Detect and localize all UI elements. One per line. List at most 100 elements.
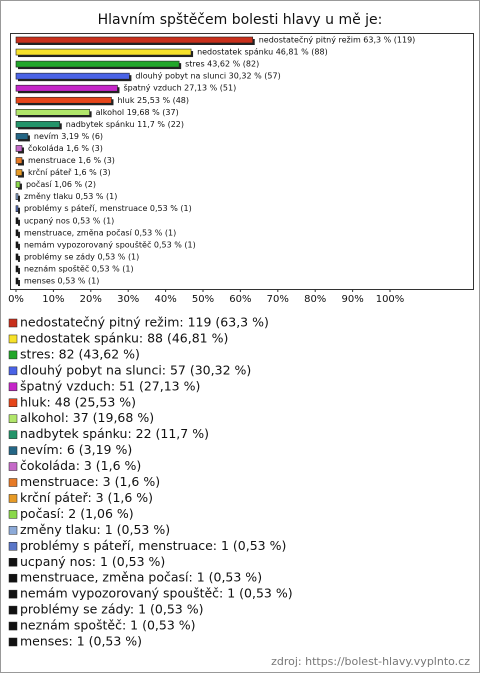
x-tick-label: 70% (267, 294, 289, 305)
bar-label: neznám spoštěč 0,53 % (1) (24, 263, 134, 273)
x-tick-label: 0% (8, 294, 24, 305)
bar-label: problémy se zády 0,53 % (1) (24, 251, 139, 261)
legend-swatch (8, 558, 18, 567)
bar-label: nedostatek spánku 46,81 % (88) (197, 48, 328, 57)
legend-swatch (8, 621, 18, 631)
bar-label: čokoláda 1,6 % (3) (28, 143, 103, 153)
bar-label: nadbytek spánku 11,7 % (22) (66, 120, 184, 129)
bar-label: stres 43,62 % (82) (185, 60, 259, 69)
bar (15, 205, 19, 212)
bar (15, 109, 90, 116)
bar-shadow (18, 267, 20, 274)
bar-shadow (18, 195, 20, 202)
legend-label: nedostatek spánku: 88 (46,81 %) (20, 330, 228, 345)
legend-label: nevím: 6 (3,19 %) (20, 442, 132, 457)
bar-label: nedostatečný pitný režim 63,3 % (119) (259, 35, 416, 45)
legend-label: čokoláda: 3 (1,6 %) (20, 458, 141, 473)
bar-shadow (18, 243, 20, 250)
chart-title: Hlavním spštěčem bolesti hlavy u mě je: (98, 12, 383, 28)
legend-label: špatný vzduch: 51 (27,13 %) (20, 378, 200, 393)
legend-label: problémy s páteří, menstruace: 1 (0,53 %… (20, 538, 286, 553)
legend-label: stres: 82 (43,62 %) (20, 346, 140, 361)
bar (15, 217, 19, 225)
legend-swatch (8, 526, 18, 535)
legend-swatch (8, 478, 18, 487)
x-tick-label: 50% (192, 294, 214, 305)
legend-label: menstruace: 3 (1,6 %) (20, 474, 160, 489)
bar (15, 96, 112, 104)
legend-label: nedostatečný pitný režim: 119 (63,3 %) (20, 315, 269, 330)
x-tick-label: 100% (376, 294, 405, 305)
legend-swatch (8, 510, 18, 519)
bar-label: ucpaný nos 0,53 % (1) (24, 216, 114, 225)
bar-shadow (18, 255, 20, 262)
bar-label: alkohol 19,68 % (37) (96, 108, 179, 117)
bar-shadow (18, 219, 20, 226)
bar (15, 121, 61, 128)
x-tick-label: 30% (117, 294, 139, 305)
bar (15, 72, 130, 80)
legend-swatch (8, 605, 18, 615)
legend-label: nemám vypozorovaný spouštěč: 1 (0,53 %) (20, 586, 293, 601)
legend-swatch (8, 366, 18, 376)
legend-label: alkohol: 37 (19,68 %) (20, 410, 154, 425)
source: zdroj: https://bolest-hlavy.vyplnto.cz (271, 655, 470, 668)
bar (15, 229, 19, 237)
bar-label: nevím 3,19 % (6) (34, 132, 103, 141)
legend-swatch (8, 462, 18, 471)
bar (15, 241, 19, 249)
bar-label: změny tlaku 0,53 % (1) (24, 192, 117, 201)
bar (15, 253, 19, 261)
legend-swatch (8, 350, 18, 360)
bar (15, 145, 23, 152)
legend-swatch (8, 573, 18, 583)
x-tick-label: 60% (229, 294, 251, 305)
legend-label: změny tlaku: 1 (0,53 %) (20, 522, 170, 537)
x-tick-label: 40% (154, 294, 176, 305)
legend-label: nadbytek spánku: 22 (11,7 %) (20, 426, 209, 441)
legend-label: ucpaný nos: 1 (0,53 %) (20, 554, 165, 569)
bar-label: krční páteř 1,6 % (3) (28, 167, 111, 177)
x-tick-label: 20% (80, 294, 102, 305)
bar-label: hluk 25,53 % (48) (117, 96, 189, 105)
bar (15, 265, 19, 273)
bar (15, 48, 192, 56)
bar (15, 181, 21, 188)
legend-swatch (8, 589, 18, 599)
bar-label: menstruace 1,6 % (3) (28, 156, 115, 165)
bar (15, 157, 23, 164)
legend-swatch (8, 414, 18, 423)
legend-swatch (8, 446, 18, 455)
bar-label: dlouhý pobyt na slunci 30,32 % (57) (135, 72, 280, 81)
x-tick-label: 80% (304, 294, 326, 305)
x-tick-label: 10% (42, 294, 64, 305)
bar (15, 277, 19, 285)
bar-label: počasí 1,06 % (2) (26, 179, 96, 189)
legend-swatch (8, 398, 18, 407)
legend-swatch (8, 637, 18, 647)
legend-label: menstruace, změna počasí: 1 (0,53 %) (20, 570, 262, 585)
legend-swatch (8, 334, 18, 344)
bar-label: menses 0,53 % (1) (24, 277, 99, 286)
legend-swatch (8, 430, 18, 439)
legend-label: neznám spoštěč: 1 (0,53 %) (20, 618, 196, 633)
bar-label: problémy s páteří, menstruace 0,53 % (1) (24, 203, 192, 213)
bar-shadow (18, 207, 20, 214)
legend-label: hluk: 48 (25,53 %) (20, 394, 136, 409)
bar (15, 36, 254, 44)
bar (15, 133, 29, 140)
legend-label: dlouhý pobyt na slunci: 57 (30,32 %) (20, 362, 251, 377)
x-tick-label: 90% (341, 294, 363, 305)
legend-swatch (8, 542, 18, 551)
bar-label: nemám vypozorovaný spouštěč 0,53 % (1) (24, 239, 196, 249)
bar-label: menstruace, změna počasí 0,53 % (1) (24, 227, 176, 237)
legend-label: problémy se zády: 1 (0,53 %) (20, 602, 203, 617)
bar (15, 84, 118, 92)
legend-label: krční páteř: 3 (1,6 %) (20, 490, 153, 505)
bar (15, 60, 180, 68)
legend-swatch (8, 318, 18, 328)
legend-label: menses: 1 (0,53 %) (20, 634, 142, 649)
legend-swatch (8, 494, 18, 503)
legend-swatch (8, 382, 18, 392)
